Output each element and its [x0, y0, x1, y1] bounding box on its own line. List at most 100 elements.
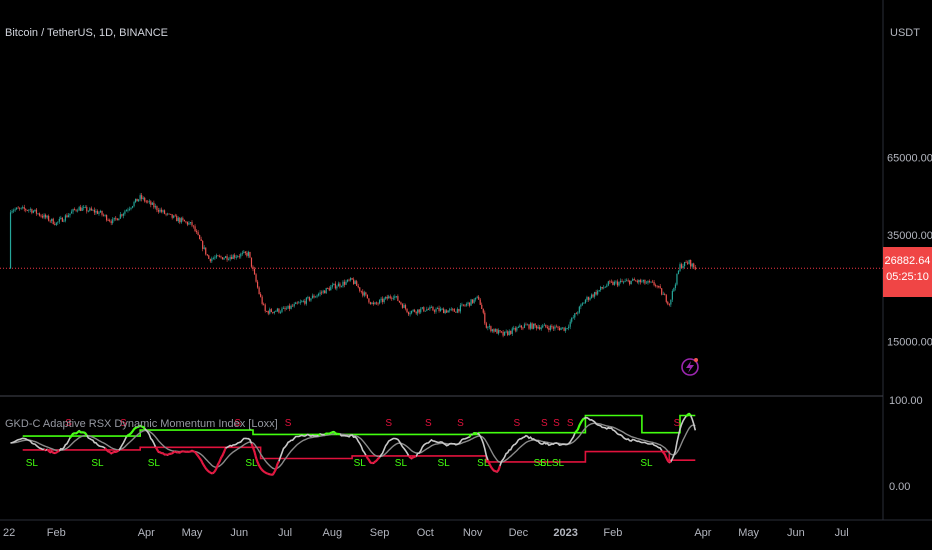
candle-body: [189, 222, 192, 224]
oscillator-oversold-segment: [264, 471, 268, 475]
candle-body: [615, 281, 617, 283]
candle-body: [342, 281, 344, 287]
candle-body: [462, 304, 465, 306]
candle-body: [610, 281, 612, 283]
candle-body: [651, 281, 654, 283]
candle-body: [229, 256, 231, 260]
oscillator-oversold-segment: [412, 455, 416, 459]
oscillator-oversold-segment: [49, 450, 53, 454]
time-tick-label: Sep: [370, 527, 390, 539]
candle-body: [409, 313, 411, 315]
candle-body: [206, 254, 208, 256]
candle-body: [587, 297, 590, 300]
price-axis[interactable]: 65000.00 35000.00 15000.00: [887, 153, 932, 349]
candle-body: [139, 195, 141, 200]
candle-body: [134, 198, 137, 203]
candle-body: [674, 284, 677, 288]
candle-body: [354, 281, 356, 284]
candle-body: [392, 297, 394, 299]
candle-body: [478, 296, 480, 300]
candle-body: [613, 281, 616, 285]
candle-body: [464, 305, 466, 307]
candle-body: [238, 256, 240, 258]
oscillator-oversold-segment: [221, 451, 226, 456]
oscillator-oversold-segment: [486, 459, 491, 465]
oscillator-oversold-segment: [488, 463, 492, 468]
oscillator-oversold-segment: [115, 450, 118, 453]
candle-body: [107, 220, 109, 222]
candle-body: [301, 301, 303, 303]
oscillator-oversold-segment: [193, 450, 196, 454]
candle-body: [522, 327, 524, 329]
candle-body: [96, 211, 99, 214]
indicator-pane[interactable]: SL S SL S SL S SL S SL S SL S SL S SL S SL S SL S SL S SL S: [10, 412, 697, 476]
candle-body: [163, 210, 166, 214]
candle-body: [632, 279, 634, 281]
candle-body: [575, 313, 577, 315]
candle-body: [249, 251, 251, 258]
candle-body: [40, 215, 42, 217]
candle-body: [481, 304, 483, 309]
oscillator-oversold-segment: [155, 448, 160, 453]
oscillator-oversold-segment: [491, 468, 495, 472]
candle-body: [356, 281, 358, 286]
indicator-title[interactable]: GKD-C Adaptive RSX Dynamic Momentum Inde…: [5, 418, 278, 430]
candle-body: [51, 218, 53, 222]
candle-body: [177, 217, 179, 222]
candle-body: [365, 292, 367, 295]
candle-body: [17, 207, 19, 209]
candle-body: [662, 293, 664, 295]
candle-body: [63, 220, 65, 222]
candle-body: [311, 295, 314, 299]
candle-body: [28, 209, 30, 211]
candle-body: [500, 331, 503, 333]
candle-body: [160, 209, 163, 212]
signal-label-sl: SL: [395, 458, 408, 469]
candle-body: [369, 302, 372, 304]
candle-body: [281, 308, 283, 312]
candle-body: [447, 310, 449, 313]
lightning-badge[interactable]: [681, 358, 699, 376]
candle-body: [493, 329, 495, 332]
time-axis[interactable]: 22 Feb Apr May Jun Jul Aug Sep Oct Nov Dec 2023 Feb A…: [3, 527, 849, 539]
candle-body: [54, 224, 56, 225]
oscillator-oversold-segment: [162, 452, 166, 456]
candle-body: [305, 297, 307, 304]
indicator-axis[interactable]: 100.00 0.00: [889, 395, 923, 493]
candle-body: [224, 256, 227, 258]
candle-body: [244, 251, 246, 253]
candle-body: [443, 308, 445, 314]
oscillator-oversold-segment: [372, 460, 376, 464]
signal-label-sl: SL: [534, 458, 547, 469]
candle-body: [16, 207, 18, 210]
signal-label-s: S: [65, 418, 72, 429]
candle-body: [430, 307, 433, 308]
candle-body: [58, 218, 60, 222]
price-pane[interactable]: [0, 193, 883, 338]
candle-body: [182, 218, 184, 220]
candle-body: [449, 309, 451, 311]
candle-body: [261, 296, 263, 304]
candle-body: [441, 308, 443, 310]
time-tick-label: 22: [3, 527, 15, 539]
candle-body: [75, 209, 77, 211]
oscillator-oversold-segment: [203, 465, 207, 469]
candle-body: [475, 297, 477, 300]
candle-body: [529, 323, 532, 329]
time-tick-label: Feb: [603, 527, 622, 539]
candle-body: [668, 304, 670, 305]
oscillator-oversold-segment: [495, 470, 498, 473]
candle-body: [388, 296, 390, 299]
candle-body: [83, 207, 85, 208]
oscillator-overbought-segment: [576, 425, 581, 430]
candle-body: [228, 259, 230, 261]
candle-body: [661, 288, 663, 295]
oscillator-oversold-segment: [104, 447, 108, 451]
candle-body: [439, 308, 442, 311]
candle-body: [600, 287, 602, 290]
oscillator-oversold-segment: [273, 468, 277, 473]
candle-body: [658, 286, 660, 287]
candle-body: [594, 292, 596, 297]
candle-body: [453, 309, 455, 312]
